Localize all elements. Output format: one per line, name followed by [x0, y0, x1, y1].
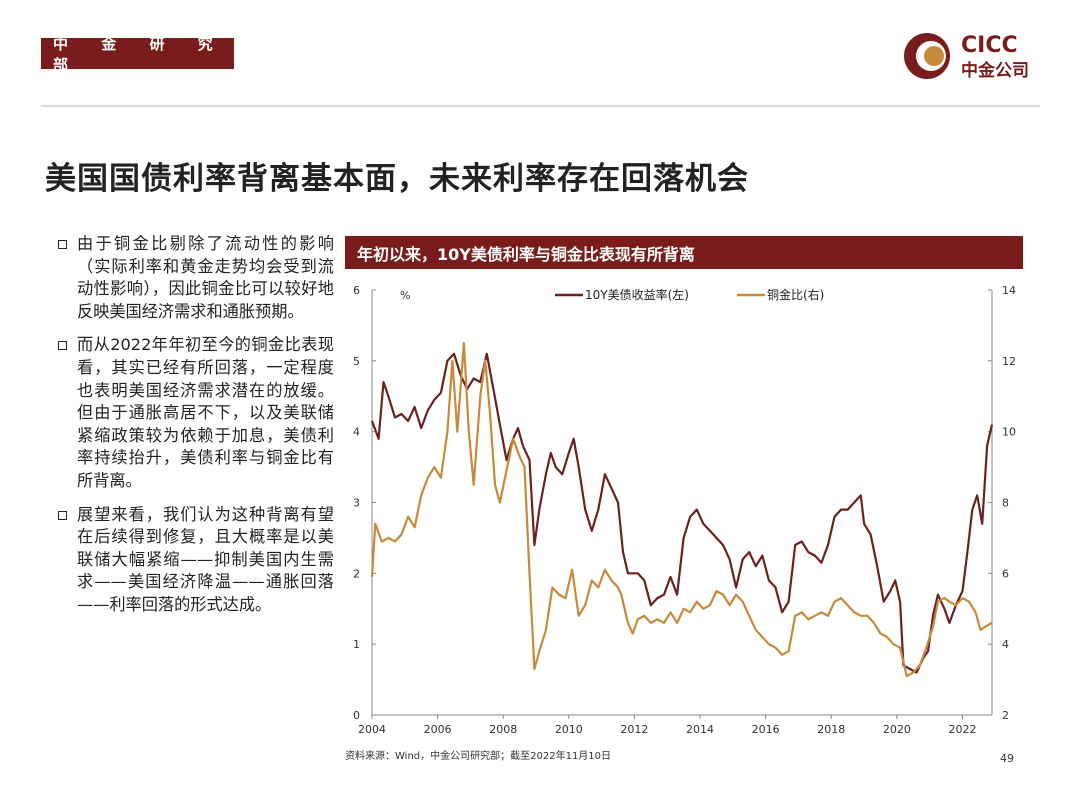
x-tick-label: 2010 — [555, 723, 583, 736]
legend-label-2: 铜金比(右) — [767, 287, 824, 302]
chart-title-banner: 年初以来，10Y美债利率与铜金比表现有所背离 — [345, 236, 1023, 269]
bullet-text: 展望来看，我们认为这种背离有望在后续得到修复，且大概率是以美联储大幅紧缩——抑制… — [77, 504, 334, 614]
bullet-square-icon — [58, 510, 67, 520]
y-left-tick-label: 3 — [353, 497, 360, 510]
y-left-tick-label: 4 — [353, 426, 360, 439]
logo-cn-text: 中金公司 — [961, 61, 1029, 81]
x-tick-label: 2012 — [620, 723, 648, 736]
department-badge: 中 金 研 究 部 — [41, 35, 234, 74]
x-tick-label: 2006 — [424, 723, 452, 736]
chart-legend: 10Y美债收益率(左) 铜金比(右) — [555, 287, 824, 302]
bullet-item: 而从2022年年初至今的铜金比表现看，其实已经有所回落，一定程度也表明美国经济需… — [58, 334, 334, 492]
legend-label-1: 10Y美债收益率(左) — [585, 287, 689, 302]
y-left-tick-label: 2 — [353, 567, 360, 580]
y-left-tick-label: 0 — [353, 709, 360, 722]
logo-en-text: CICC — [961, 33, 1018, 58]
x-tick-label: 2008 — [489, 723, 517, 736]
bullet-item: 展望来看，我们认为这种背离有望在后续得到修复，且大概率是以美联储大幅紧缩——抑制… — [58, 504, 334, 617]
y-right-tick-label: 14 — [1002, 284, 1016, 297]
y-left-tick-label: 1 — [353, 638, 360, 651]
chart-series — [370, 342, 994, 678]
y-left-unit-label: % — [400, 289, 410, 302]
y-left-tick-label: 5 — [353, 355, 360, 368]
y-right-tick-label: 12 — [1002, 355, 1016, 368]
series-line-1 — [370, 352, 994, 674]
y-right-tick-label: 4 — [1002, 638, 1009, 651]
y-right-tick-label: 8 — [1002, 497, 1009, 510]
x-tick-label: 2020 — [883, 723, 911, 736]
y-right-tick-label: 10 — [1002, 426, 1016, 439]
x-tick-label: 2004 — [358, 723, 386, 736]
bullet-text: 而从2022年年初至今的铜金比表现看，其实已经有所回落，一定程度也表明美国经济需… — [77, 335, 334, 490]
y-right-tick-label: 6 — [1002, 567, 1009, 580]
page-number: 49 — [1000, 752, 1014, 765]
series-line-2 — [370, 342, 993, 678]
cicc-logo: CICC 中金公司 — [903, 31, 1043, 81]
x-tick-label: 2018 — [817, 723, 845, 736]
bullet-item: 由于铜金比剔除了流动性的影响（实际利率和黄金走势均会受到流动性影响），因此铜金比… — [58, 233, 334, 323]
bullet-square-icon — [58, 240, 67, 249]
x-tick-label: 2014 — [686, 723, 714, 736]
y-left-tick-label: 6 — [353, 284, 360, 297]
cicc-logo-mark-icon — [904, 33, 950, 79]
bullet-text: 由于铜金比剔除了流动性的影响（实际利率和黄金走势均会受到流动性影响），因此铜金比… — [77, 234, 334, 321]
bullet-square-icon — [58, 341, 67, 351]
header-divider — [41, 105, 1040, 107]
x-tick-label: 2022 — [948, 723, 976, 736]
bullet-list: 由于铜金比剔除了流动性的影响（实际利率和黄金走势均会受到流动性影响），因此铜金比… — [58, 233, 334, 628]
x-tick-label: 2016 — [752, 723, 780, 736]
source-note: 资料来源：Wind，中金公司研究部；截至2022年11月10日 — [345, 751, 612, 762]
y-right-tick-label: 2 — [1002, 709, 1009, 722]
slide-title: 美国国债利率背离基本面，未来利率存在回落机会 — [45, 161, 749, 197]
